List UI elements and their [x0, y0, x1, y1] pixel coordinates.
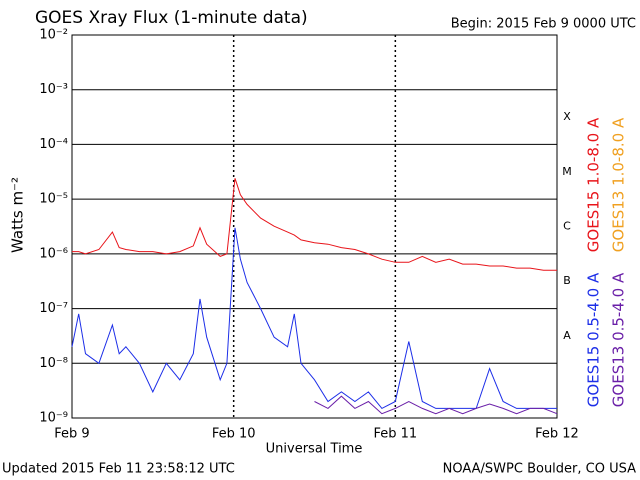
y-axis-label: Watts m⁻² — [9, 177, 27, 253]
chart-subtitle: Begin: 2015 Feb 9 0000 UTC — [451, 17, 636, 32]
footer-updated: Updated 2015 Feb 11 23:58:12 UTC — [2, 462, 235, 477]
flare-class-label: X — [563, 110, 571, 123]
y-tick-label: 10⁻⁸ — [39, 356, 68, 371]
flare-class-label: M — [562, 165, 572, 178]
x-tick-label: Feb 9 — [54, 427, 89, 442]
y-tick-label: 10⁻⁹ — [39, 411, 68, 426]
legend-entry: GOES13 0.5-4.0 A — [610, 272, 628, 407]
series-line — [314, 395, 558, 415]
y-tick-label: 10⁻⁵ — [39, 192, 68, 207]
x-tick-label: Feb 12 — [535, 427, 579, 442]
series-line — [71, 227, 557, 410]
y-tick-label: 10⁻² — [39, 28, 68, 43]
y-tick-label: 10⁻⁶ — [39, 246, 68, 261]
y-tick-label: 10⁻⁷ — [39, 301, 68, 316]
chart-title: GOES Xray Flux (1-minute data) — [35, 8, 308, 28]
flare-class-label: B — [563, 274, 571, 287]
series-line — [72, 178, 557, 271]
footer-credit: NOAA/SWPC Boulder, CO USA — [443, 462, 636, 477]
legend-entry: GOES15 0.5-4.0 A — [585, 272, 603, 407]
x-tick-label: Feb 11 — [373, 427, 417, 442]
y-tick-label: 10⁻⁴ — [39, 137, 68, 152]
flare-class-label: A — [563, 329, 571, 342]
plot-frame — [71, 34, 558, 419]
legend-entry: GOES13 1.0-8.0 A — [610, 117, 628, 252]
y-tick-label: 10⁻³ — [39, 82, 68, 97]
x-axis-label: Universal Time — [266, 442, 363, 457]
flare-class-label: C — [563, 220, 571, 233]
legend-entry: GOES15 1.0-8.0 A — [585, 117, 603, 252]
x-tick-label: Feb 10 — [212, 427, 256, 442]
